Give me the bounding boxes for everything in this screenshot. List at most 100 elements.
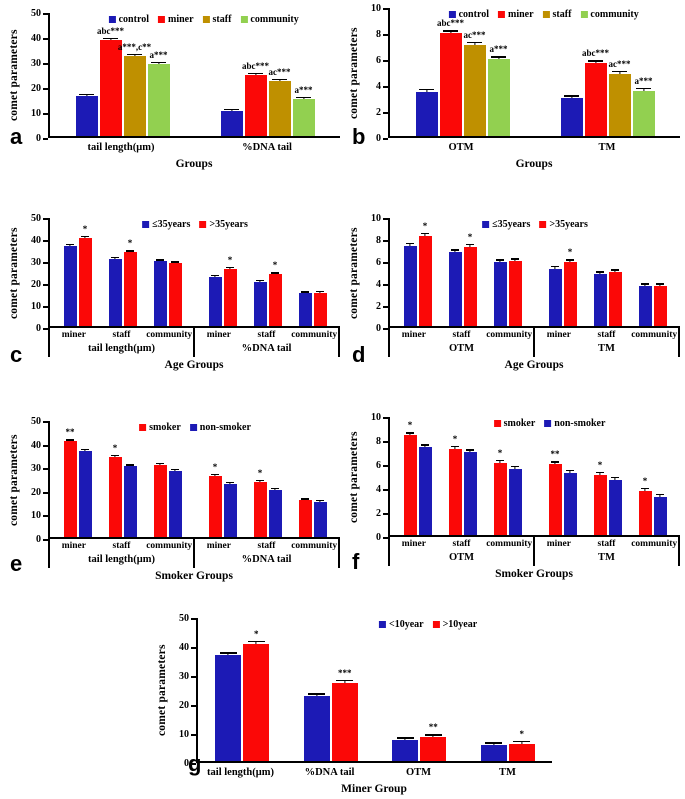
bar--35years bbox=[153, 259, 167, 326]
bar-cluster: ** bbox=[55, 428, 100, 537]
plot-section: abc*** ac*** a*** bbox=[390, 8, 535, 136]
error-bar-stem bbox=[614, 269, 616, 273]
significance-label: ** bbox=[550, 449, 560, 460]
y-tick-label: 50 bbox=[31, 417, 48, 427]
plot-area: control miner staff community abc*** ac*** a**… bbox=[388, 8, 680, 138]
error-bar-cap bbox=[248, 72, 263, 75]
plot-column: ≤35years >35years * * * miner staff community OT… bbox=[388, 218, 680, 371]
panel-g: g comet parameters 0 10 20 30 40 50 <10year >10ye… bbox=[132, 598, 552, 795]
error-bar-cap bbox=[465, 449, 475, 451]
panel-row-g: comet parameters 0 10 20 30 40 50 <10year >10yea… bbox=[154, 614, 552, 795]
bar-cluster: * bbox=[200, 462, 245, 537]
bar-cluster bbox=[290, 290, 335, 326]
x-axis-section: miner staff community OTM bbox=[388, 537, 535, 566]
significance-label: ac*** bbox=[608, 58, 631, 69]
plot-section: abc*** ac*** a*** bbox=[195, 13, 340, 136]
y-tick-label: 30 bbox=[31, 464, 48, 474]
error-bar-cap bbox=[270, 272, 280, 274]
legend-item: <10year bbox=[379, 619, 424, 630]
x-sub-label-row: miner staff community bbox=[535, 537, 678, 550]
bar-non-smoker bbox=[418, 444, 432, 535]
bar-staff: ac*** bbox=[463, 31, 486, 136]
error-bar-cap bbox=[595, 271, 605, 273]
error-bar-stem bbox=[618, 70, 621, 74]
error-bar-cap bbox=[443, 30, 458, 32]
bar-staff: ac*** bbox=[268, 68, 291, 136]
error-bar-cap bbox=[224, 109, 239, 111]
panel-row-a: comet parameters 0 10 20 30 40 50 control miner s… bbox=[6, 9, 340, 170]
error-bar-stem bbox=[514, 258, 516, 262]
significance-label: ** bbox=[428, 722, 438, 733]
error-bar-cap bbox=[155, 463, 165, 465]
error-bar-cap bbox=[255, 280, 265, 282]
bar-non-smoker bbox=[268, 487, 282, 537]
bar-cluster bbox=[485, 258, 530, 326]
legend-label: control bbox=[118, 14, 149, 25]
bar-cluster: abc*** ac*** a*** bbox=[200, 61, 335, 136]
error-bar-cap bbox=[655, 283, 665, 285]
x-major-label: tail length(μm) bbox=[88, 342, 155, 354]
significance-label: * bbox=[254, 628, 259, 639]
panel-f: f comet parameters 0 2 4 6 8 10 smoker non-smoker… bbox=[346, 392, 680, 580]
bar-cluster: * bbox=[395, 421, 440, 535]
significance-label: * bbox=[642, 475, 648, 486]
x-axis-labels: miner staff community tail length(μm) miner s… bbox=[48, 539, 340, 568]
bar-smoker: * bbox=[493, 449, 507, 535]
y-tick-label: 8 bbox=[376, 437, 388, 447]
bar-staff: ac*** bbox=[608, 59, 631, 136]
plot-section: ** bbox=[50, 218, 195, 326]
error-bar-cap bbox=[210, 274, 220, 276]
panel-letter-a: a bbox=[10, 124, 23, 149]
x-major-label: TM bbox=[499, 767, 516, 778]
x-sub-label: staff bbox=[452, 330, 471, 340]
plot-area: control miner staff community abc*** a***,c**… bbox=[48, 13, 340, 138]
error-bar-cap bbox=[125, 464, 135, 466]
x-axis-labels: tail length(μm) %DNA tail bbox=[48, 138, 340, 156]
y-axis-ticks: 0 2 4 6 8 10 bbox=[362, 413, 388, 543]
bar-miner: abc*** bbox=[437, 19, 464, 136]
plot-area: smoker non-smoker ** * * * bbox=[48, 421, 340, 539]
panel-letter-e: e bbox=[10, 551, 23, 576]
error-bar-stem bbox=[554, 461, 556, 465]
x-axis-title: Groups bbox=[515, 157, 553, 170]
error-bar-cap bbox=[405, 432, 415, 434]
x-axis-section: miner staff community tail length(μm) bbox=[48, 328, 195, 357]
x-axis-section: tail length(μm) bbox=[196, 763, 285, 781]
y-tick-label: 40 bbox=[31, 34, 48, 44]
bar-non-smoker bbox=[653, 493, 667, 535]
significance-label: ** bbox=[65, 427, 75, 438]
bar-smoker: * bbox=[253, 468, 267, 537]
legend-swatch bbox=[448, 11, 456, 18]
error-bar-stem bbox=[409, 242, 411, 246]
significance-label: ac*** bbox=[268, 67, 291, 77]
error-bar-cap bbox=[467, 42, 482, 44]
y-tick-label: 0 bbox=[36, 324, 48, 334]
legend-swatch bbox=[240, 16, 248, 23]
bar-cluster: abc*** a***,c** a*** bbox=[55, 26, 190, 136]
bar-smoker: * bbox=[108, 443, 122, 537]
x-sub-label: community bbox=[291, 330, 338, 340]
error-bar-cap bbox=[79, 94, 94, 96]
legend-swatch bbox=[497, 11, 505, 18]
x-sub-label: miner bbox=[61, 330, 86, 340]
error-bar-cap bbox=[565, 469, 575, 471]
plot-section: * * * bbox=[390, 417, 535, 535]
y-tick-label: 10 bbox=[31, 109, 48, 119]
bar-cluster: * bbox=[245, 261, 290, 326]
bar--10year bbox=[215, 652, 242, 761]
bar--35years bbox=[108, 256, 122, 326]
error-bar-cap bbox=[110, 256, 120, 259]
legend-label: staff bbox=[552, 9, 572, 20]
y-tick-label: 50 bbox=[31, 214, 48, 224]
error-bar-stem bbox=[469, 243, 471, 247]
x-sub-label-row: miner staff community bbox=[390, 328, 533, 341]
error-bar-cap bbox=[450, 445, 460, 447]
y-tick-label: 0 bbox=[376, 134, 388, 144]
x-major-label: TM bbox=[598, 551, 615, 563]
y-axis-title: comet parameters bbox=[348, 227, 360, 319]
error-bar-stem bbox=[424, 232, 426, 236]
plot-section: abc*** a***,c** a*** bbox=[50, 13, 195, 136]
legend-label: community bbox=[250, 14, 299, 25]
y-axis-title: comet parameters bbox=[156, 644, 168, 737]
plot-column: control miner staff community abc*** ac*** a**… bbox=[388, 8, 680, 170]
